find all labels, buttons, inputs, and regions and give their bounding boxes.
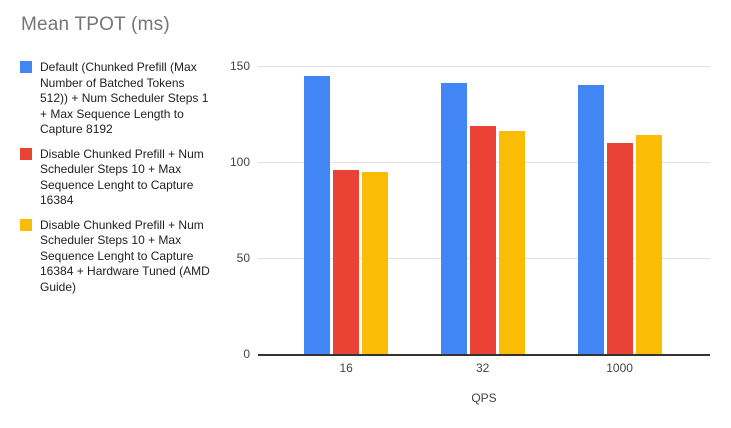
y-tick-label-50: 50	[236, 251, 250, 265]
bar-qps32-series0[interactable]	[440, 83, 467, 354]
bar-qps32-series1[interactable]	[469, 125, 496, 354]
x-tick-label-16: 16	[339, 361, 353, 375]
bar-qps1000-series0[interactable]	[577, 85, 604, 354]
x-tick-label-32: 32	[475, 361, 490, 375]
y-tick-label-0: 0	[243, 347, 250, 361]
legend-item-label: Default (Chunked Prefill (Max Number of …	[40, 60, 209, 136]
legend-item-1: Disable Chunked Prefill + Num Scheduler …	[20, 147, 216, 209]
bar-qps16-series1[interactable]	[333, 169, 360, 354]
bar-qps32-series2[interactable]	[498, 131, 525, 354]
legend-item-0: Default (Chunked Prefill (Max Number of …	[20, 60, 216, 138]
x-tick-label-1000: 1000	[606, 361, 633, 375]
bar-qps16-series0[interactable]	[304, 75, 331, 354]
plot-area: 0 50 100 150 16 32 1000	[230, 59, 710, 375]
legend-item-label: Disable Chunked Prefill + Num Scheduler …	[40, 217, 210, 294]
bar-qps1000-series2[interactable]	[635, 135, 662, 354]
bar-group-1000	[577, 85, 662, 354]
y-tick-label-150: 150	[229, 59, 250, 73]
legend-swatch-icon	[20, 61, 32, 73]
bar-qps16-series2[interactable]	[362, 171, 389, 354]
x-axis-line	[258, 354, 710, 356]
bar-group-32	[440, 83, 525, 354]
y-tick-label-100: 100	[229, 155, 250, 169]
bar-group-16	[304, 75, 389, 354]
x-axis-title: QPS	[471, 391, 497, 405]
legend-item-label: Disable Chunked Prefill + Num Scheduler …	[40, 146, 204, 208]
legend-item-2: Disable Chunked Prefill + Num Scheduler …	[20, 218, 216, 296]
bar-qps1000-series1[interactable]	[606, 142, 633, 354]
chart-legend: Default (Chunked Prefill (Max Number of …	[20, 60, 216, 295]
legend-swatch-icon	[20, 147, 32, 160]
legend-swatch-icon	[20, 218, 32, 231]
gridline-150	[258, 66, 710, 67]
chart-title: Mean TPOT (ms)	[21, 14, 170, 35]
